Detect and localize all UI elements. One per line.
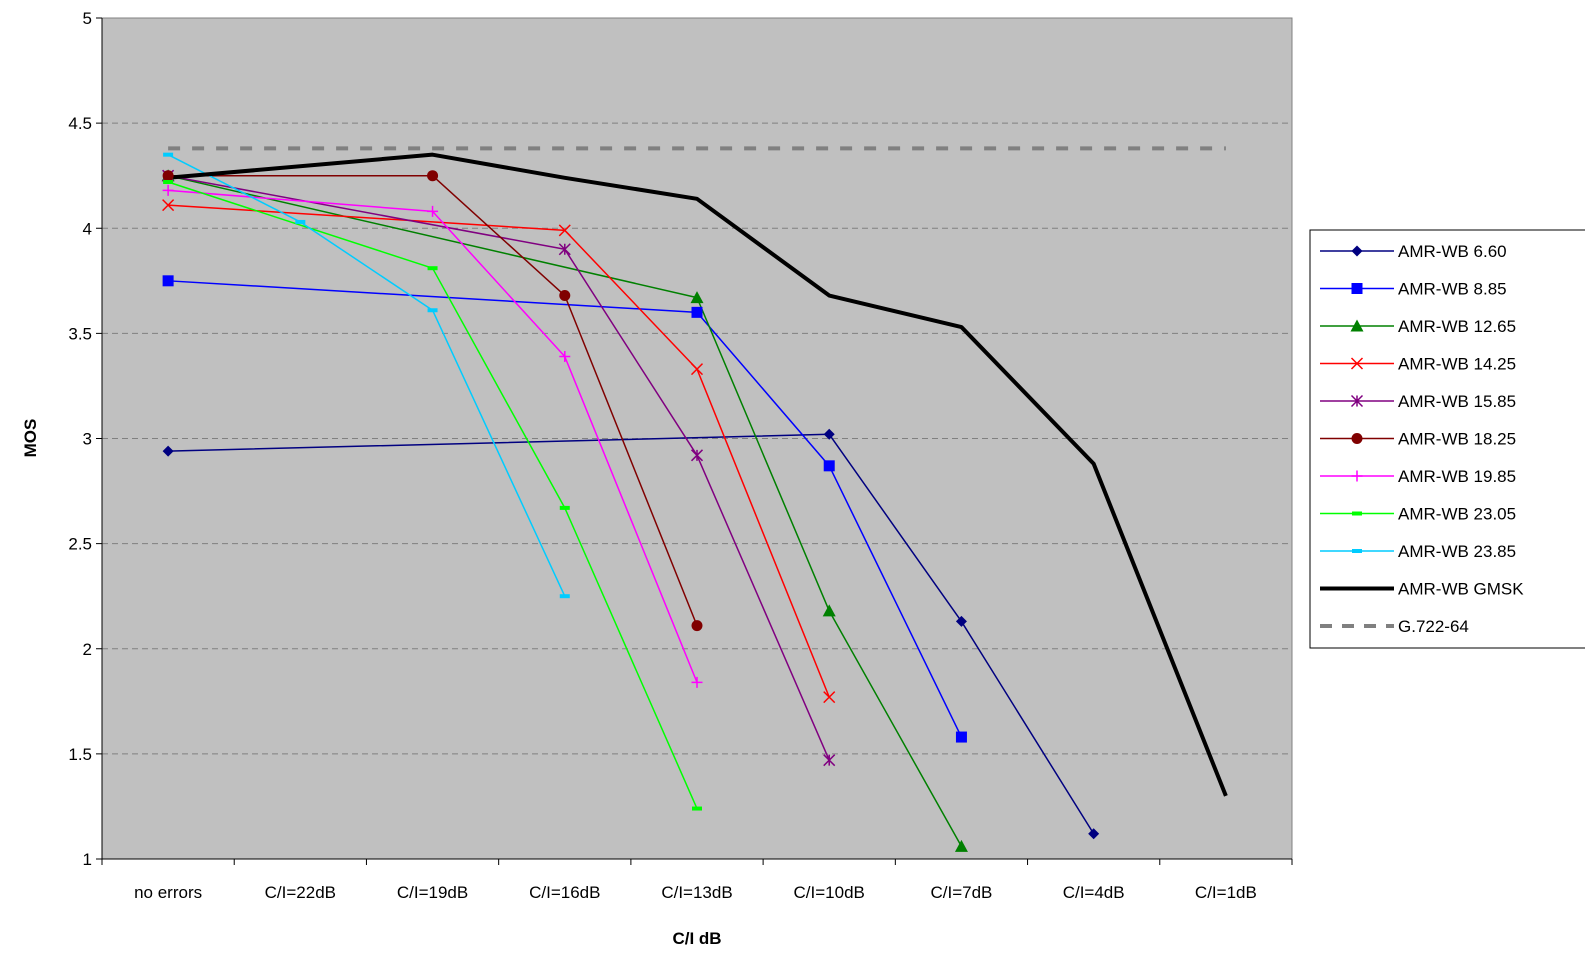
legend-label-2: AMR-WB 12.65 — [1398, 317, 1516, 336]
series-line-8 — [167, 153, 566, 597]
x-tick-label-1: C/I=22dB — [265, 883, 336, 902]
series-6-point-0 — [162, 184, 174, 196]
series-0-point-0 — [162, 445, 174, 457]
legend-label-10: G.722-64 — [1398, 617, 1469, 636]
y-tick-label-1: 1.5 — [68, 745, 92, 764]
y-tick-label-7: 4.5 — [68, 114, 92, 133]
legend-label-1: AMR-WB 8.85 — [1398, 280, 1507, 299]
series-3-point-3 — [558, 224, 571, 237]
series-5-point-3 — [559, 290, 571, 302]
y-tick-label-3: 2.5 — [68, 535, 92, 554]
series-8-point-1 — [295, 219, 306, 224]
x-tick-label-3: C/I=16dB — [529, 883, 600, 902]
y-tick-label-4: 3 — [83, 430, 92, 449]
series-7-point-3 — [559, 505, 570, 510]
legend-marker-4 — [1350, 394, 1364, 408]
series-5-point-0 — [162, 170, 174, 182]
series-2-point-4 — [690, 291, 704, 304]
axes: 1 1.5 2 2.5 3 3.5 4 4.5 5 no errors C/I=22dB C/I=19… — [68, 9, 1293, 902]
series-line-3 — [168, 204, 830, 698]
legend-marker-6 — [1351, 470, 1363, 482]
legend-marker-1 — [1351, 283, 1363, 294]
legend-label-7: AMR-WB 23.05 — [1398, 505, 1516, 524]
series-line-5 — [168, 174, 698, 626]
legend-label-9: AMR-WB GMSK — [1398, 580, 1524, 599]
series-5-point-2 — [427, 170, 439, 182]
series-line-7 — [167, 181, 698, 809]
series-2-point-6 — [954, 839, 968, 852]
y-axis-title: MOS — [21, 419, 40, 458]
x-tick-label-2: C/I=19dB — [397, 883, 468, 902]
series-3-point-5 — [823, 691, 836, 704]
series-line-6 — [168, 189, 698, 683]
series-line-4 — [167, 174, 830, 761]
series-6-point-4 — [691, 676, 703, 688]
legend-label-0: AMR-WB 6.60 — [1398, 242, 1507, 261]
legend-marker-7 — [1352, 511, 1362, 516]
series-6-point-2 — [427, 205, 439, 217]
series-3-point-0 — [162, 199, 175, 212]
legend-label-5: AMR-WB 18.25 — [1398, 430, 1516, 449]
series-6-point-3 — [559, 351, 571, 363]
x-axis-title: C/I dB — [672, 929, 721, 948]
series-1-point-6 — [955, 731, 967, 743]
series-8-point-2 — [427, 308, 438, 313]
legend-marker-5 — [1351, 433, 1363, 444]
series-7-point-0 — [163, 179, 174, 184]
x-tick-label-0: no errors — [134, 883, 202, 902]
x-tick-label-6: C/I=7dB — [930, 883, 992, 902]
series-line-9 — [167, 152, 1228, 797]
series-8-point-3 — [559, 594, 570, 599]
x-tick-label-7: C/I=4dB — [1063, 883, 1125, 902]
series-line-1 — [168, 280, 963, 738]
legend-label-3: AMR-WB 14.25 — [1398, 355, 1516, 374]
series-line-0 — [168, 433, 1095, 835]
y-tick-label-6: 4 — [83, 219, 92, 238]
legend-label-6: AMR-WB 19.85 — [1398, 467, 1516, 486]
x-tick-label-8: C/I=1dB — [1195, 883, 1257, 902]
series-4-point-3 — [558, 243, 571, 256]
series-2-point-5 — [822, 604, 836, 617]
series-1-point-5 — [823, 460, 835, 472]
legend-marker-2 — [1350, 319, 1364, 332]
series-5-point-4 — [691, 620, 703, 632]
series-4-point-5 — [823, 754, 836, 767]
series-3-point-4 — [690, 363, 704, 376]
series-7-point-4 — [692, 806, 702, 811]
series-1-point-4 — [691, 306, 703, 318]
markers-layer — [161, 152, 1100, 852]
series-0-point-7 — [1088, 828, 1100, 840]
gridlines — [102, 122, 1292, 755]
y-tick-label-2: 2 — [83, 640, 92, 659]
legend: AMR-WB 6.60 AMR-WB 8.85 AMR-WB 12.65 AMR-WB… — [1309, 229, 1585, 649]
legend-marker-8 — [1352, 549, 1362, 553]
y-tick-label-8: 5 — [83, 9, 92, 28]
series-line-2 — [167, 174, 963, 847]
legend-marker-3 — [1350, 357, 1364, 370]
x-tick-label-5: C/I=10dB — [794, 883, 865, 902]
series-7-point-2 — [427, 266, 438, 271]
series-1-point-0 — [162, 275, 174, 287]
series-0-point-5 — [823, 428, 835, 440]
x-tick-label-4: C/I=13dB — [661, 883, 732, 902]
legend-marker-0 — [1351, 245, 1363, 257]
series-0-point-6 — [955, 615, 967, 627]
y-tick-label-0: 1 — [83, 850, 92, 869]
series-layer — [167, 146, 1228, 847]
legend-label-4: AMR-WB 15.85 — [1398, 392, 1516, 411]
series-4-point-4 — [690, 449, 704, 462]
y-tick-label-5: 3.5 — [68, 324, 92, 343]
legend-label-8: AMR-WB 23.85 — [1398, 542, 1516, 561]
series-8-point-0 — [163, 152, 174, 157]
